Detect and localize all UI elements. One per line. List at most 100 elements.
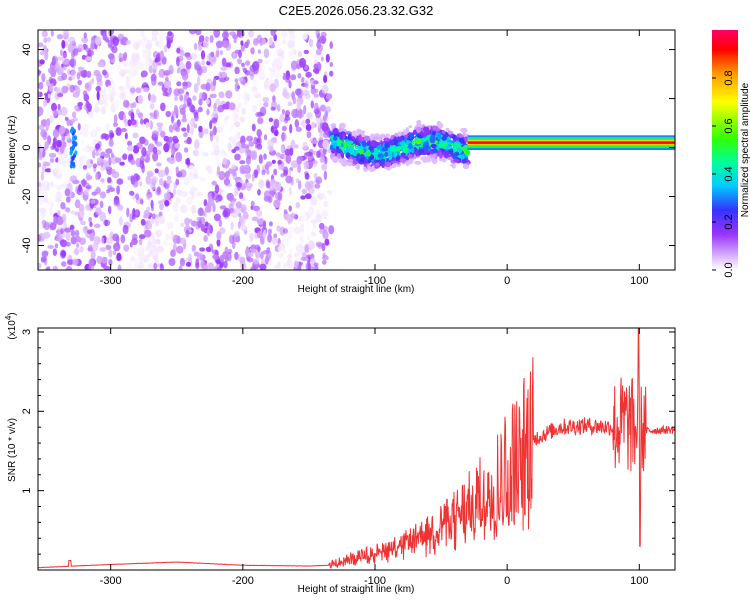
spectrogram-cell (355, 163, 360, 169)
spectrogram-cell (351, 130, 357, 138)
spectrogram-cell (56, 33, 64, 40)
spectrogram-cell (66, 207, 71, 213)
spectrogram-cell (167, 31, 173, 37)
spectrogram-cell (95, 143, 101, 150)
spectrogram-cell (222, 152, 228, 158)
spectrogram-cell (156, 245, 164, 253)
spectrogram-cell (151, 213, 156, 220)
spectrogram-cell (91, 127, 96, 138)
spectrogram-cell (100, 237, 105, 245)
spectrogram-cell (211, 180, 217, 186)
spectrogram-cell (57, 92, 64, 98)
spectrogram-cell (95, 150, 99, 157)
spectrogram-cell (48, 76, 53, 83)
spectrogram-cell (130, 159, 136, 165)
spectrogram-cell (81, 178, 86, 187)
spectrogram-cell (151, 130, 159, 138)
spectrogram-cell (96, 79, 103, 87)
spectrogram-cell (391, 164, 397, 169)
spectrogram-cell (302, 89, 310, 97)
spectrogram-cell (41, 30, 48, 38)
spectrogram-cell (75, 86, 81, 96)
spectrogram-cell (251, 86, 258, 93)
spectrogram-cell (200, 50, 206, 60)
spectrogram-cell (224, 171, 230, 179)
spectrogram-cell (203, 235, 208, 242)
spectrogram-cell (424, 145, 430, 149)
spectrogram-cell (448, 130, 454, 135)
x-tick-label: -300 (100, 575, 122, 587)
spectrogram-cell (432, 148, 438, 154)
spectrogram-cell (107, 53, 115, 60)
spectrogram-cell (220, 66, 227, 71)
spectrogram-cell (442, 130, 446, 135)
spectrogram-cell (90, 36, 95, 46)
spectrogram-cell (54, 183, 60, 189)
spectrogram-cell (113, 114, 118, 124)
spectrogram-cell (323, 200, 329, 208)
spectrogram-cell (227, 142, 232, 152)
spectrogram-cell (291, 108, 299, 119)
spectrogram-cell (126, 145, 134, 152)
spectrogram-cell (90, 78, 95, 83)
spectrogram-cell (61, 261, 67, 267)
spectrogram-cell (183, 132, 188, 138)
spectrogram-cell (56, 56, 64, 61)
spectrogram-cell (87, 244, 93, 251)
spectrogram-cell (139, 181, 143, 187)
spectrogram-cell (238, 77, 244, 82)
spectrogram-cell (246, 135, 254, 142)
spectrogram-cell (250, 265, 257, 270)
spectrogram-cell (66, 133, 71, 142)
spectrogram-cell (317, 194, 324, 201)
spectrogram-cell (276, 225, 281, 232)
spectrogram-cell (196, 67, 203, 76)
spectrogram-cell (176, 47, 181, 54)
spectrogram-cell (86, 184, 92, 190)
spectrogram-cell (171, 115, 174, 124)
spectrogram-cell (94, 36, 102, 46)
spectrogram-cell (316, 150, 321, 158)
snr-y-ticks: 1 2 3 (21, 329, 675, 555)
spectrogram-cell (193, 42, 198, 51)
spectrogram-cell (363, 159, 369, 164)
spectrogram-cell (55, 191, 62, 202)
spectrogram-cell (263, 48, 270, 59)
spectrogram-cell (104, 219, 108, 227)
spectrogram-cell (166, 40, 171, 49)
spectrogram-cell (124, 132, 128, 140)
spectrogram-cell (60, 228, 64, 235)
spectrogram-cell (194, 112, 199, 122)
spectrogram-cell (74, 199, 81, 209)
spectrogram-cell (72, 258, 79, 266)
spectrogram-cell (188, 253, 192, 262)
spectrogram-cell (258, 100, 262, 108)
spectrogram-cell (225, 90, 233, 99)
spectrogram-cell (176, 245, 184, 254)
spectrogram-cell (70, 229, 76, 237)
spectrogram-cell (302, 32, 308, 40)
spectrogram-cell (257, 117, 264, 125)
spectrogram-cell (192, 109, 200, 115)
colorbar-tick-label: 0.8 (723, 70, 735, 85)
spectrogram-cell (262, 97, 270, 103)
spectrogram-cell (252, 205, 260, 212)
spectrogram-cell (304, 172, 310, 180)
spectrogram-cell (84, 82, 90, 90)
spectrogram-cell (401, 144, 406, 148)
spectrogram-cell (139, 136, 146, 145)
spectrogram-cell (311, 121, 315, 129)
spectrogram-cell (145, 244, 152, 250)
spectrogram-cell (283, 91, 291, 100)
spectrogram-cell (341, 152, 345, 159)
spectrogram-cell (336, 153, 342, 159)
spectrogram-cell (137, 94, 144, 105)
spectrogram-cell (79, 210, 85, 218)
spectrogram-cell (405, 127, 410, 134)
spectrogram-cell (163, 44, 168, 53)
spectrogram-cell (185, 261, 192, 267)
spectrogram-cell (107, 39, 113, 49)
spectrogram-cell (222, 31, 229, 40)
spectrogram-cell (268, 117, 274, 123)
spectrogram-cell (288, 248, 292, 254)
